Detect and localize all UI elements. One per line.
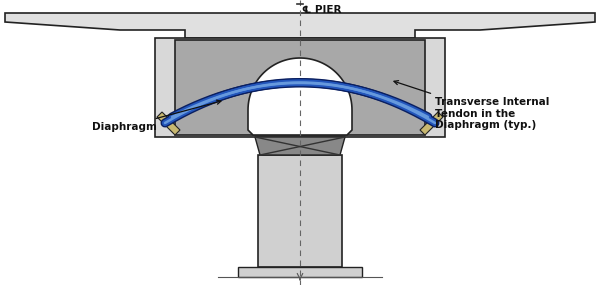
Polygon shape	[155, 38, 445, 137]
Polygon shape	[157, 112, 180, 135]
Polygon shape	[5, 13, 595, 38]
Polygon shape	[258, 155, 342, 267]
Polygon shape	[255, 137, 345, 155]
Polygon shape	[238, 267, 362, 277]
Text: ℄ PIER: ℄ PIER	[302, 5, 341, 15]
Polygon shape	[175, 40, 425, 135]
Text: Diaphragm: Diaphragm	[92, 100, 221, 132]
Text: Transverse Internal
Tendon in the
Diaphragm (typ.): Transverse Internal Tendon in the Diaphr…	[394, 81, 550, 130]
Polygon shape	[248, 58, 352, 135]
Polygon shape	[420, 112, 443, 135]
